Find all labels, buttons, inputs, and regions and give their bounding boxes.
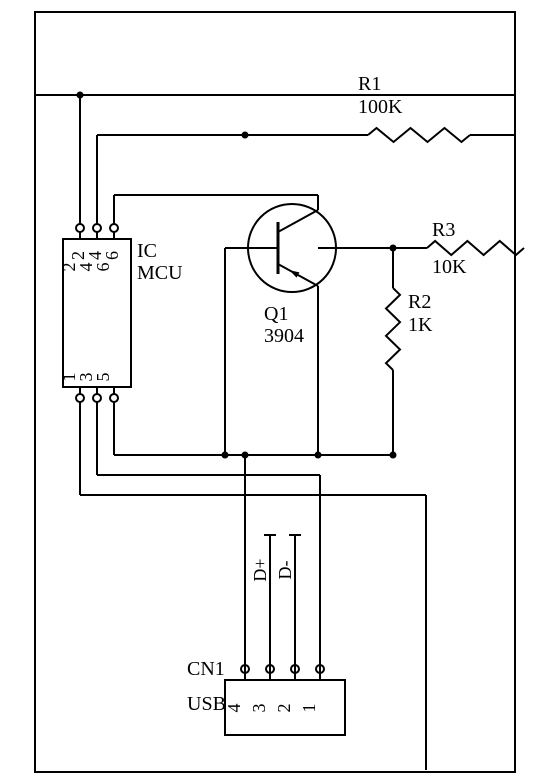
junction-dot (390, 452, 397, 459)
junction-dot (222, 452, 229, 459)
ic-value-label: MCU (137, 262, 183, 284)
transistor-q1-arrow (289, 270, 299, 277)
q1-name-label: Q1 (264, 303, 288, 325)
junction-dot (315, 452, 322, 459)
d-plus-label: D+ (250, 558, 270, 581)
pin-terminal-circle (93, 224, 101, 232)
r1-name-label: R1 (358, 73, 381, 95)
cn1-value-label: USB (187, 693, 226, 715)
ic-mcu-body (63, 239, 131, 387)
pin-terminal-circle (76, 224, 84, 232)
pin-terminal-circle (110, 394, 118, 402)
r3-value-label: 10K (432, 256, 467, 278)
ic-pin-top-6: 6 (93, 263, 113, 272)
resistor-r2 (386, 288, 400, 370)
junction-dot (242, 132, 249, 139)
usb-pin-1: 1 (299, 704, 319, 713)
q1-value-label: 3904 (264, 325, 304, 347)
ic-pin-bot-5: 5 (93, 373, 113, 382)
pin-terminal-circle (93, 394, 101, 402)
frame (35, 12, 515, 772)
resistor-r1 (368, 128, 470, 142)
r3-name-label: R3 (432, 219, 455, 241)
transistor-q1-collector (278, 210, 318, 232)
d-minus-label: D- (275, 561, 295, 580)
ic-pin-num: 6 (102, 251, 122, 260)
pin-terminal-circle (76, 394, 84, 402)
junction-dot (242, 452, 249, 459)
junction-dot (77, 92, 84, 99)
r2-value-label: 1K (408, 314, 433, 336)
ic-name-label: IC (137, 240, 157, 262)
cn1-name-label: CN1 (187, 658, 225, 680)
r2-name-label: R2 (408, 291, 431, 313)
usb-pin-3: 3 (249, 704, 269, 713)
usb-pin-4: 4 (224, 704, 244, 713)
resistor-r3 (427, 241, 524, 255)
junction-dot (390, 245, 397, 252)
pin-terminal-circle (110, 224, 118, 232)
usb-pin-2: 2 (274, 704, 294, 713)
r1-value-label: 100K (358, 96, 403, 118)
